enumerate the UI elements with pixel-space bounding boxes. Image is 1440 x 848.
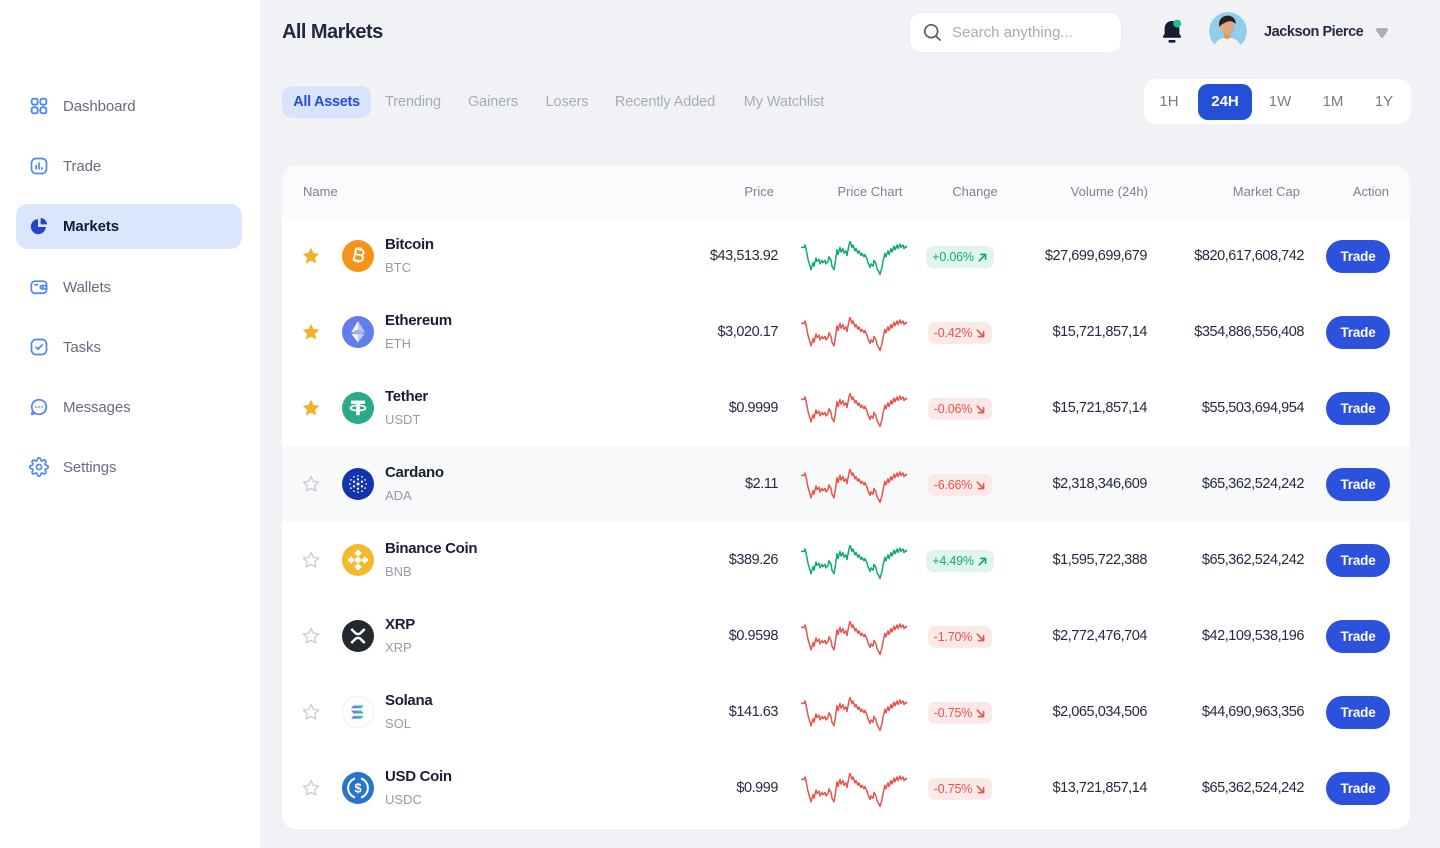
- svg-text:$: $: [354, 781, 362, 796]
